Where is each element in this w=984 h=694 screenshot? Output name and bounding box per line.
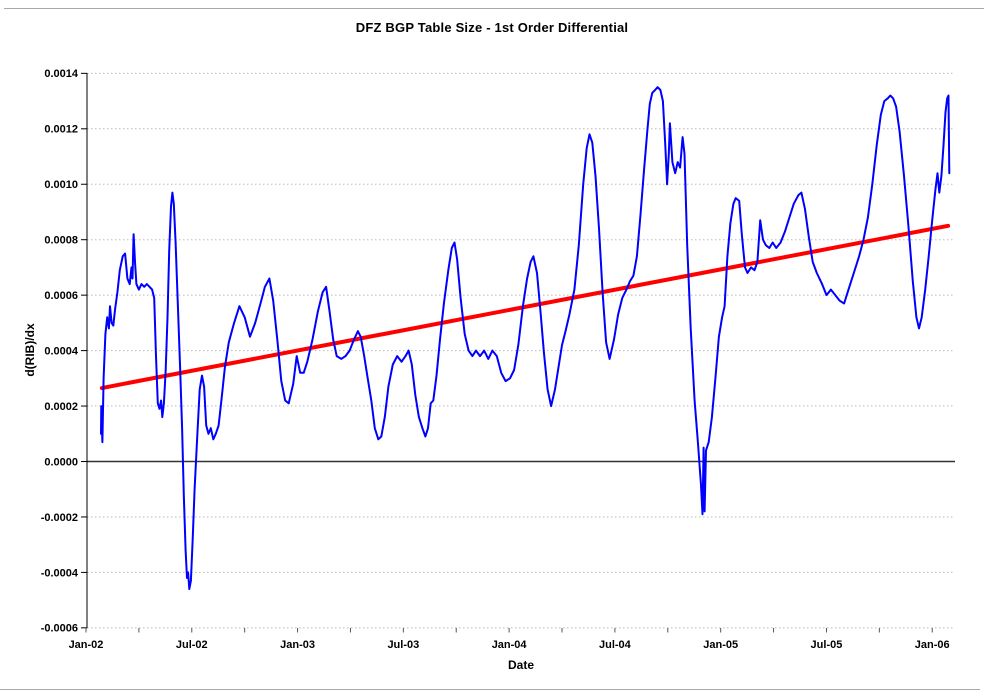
y-tick-label: 0.0006 [44,290,78,302]
x-tick-label: Jan-04 [492,639,528,651]
chart-title: DFZ BGP Table Size - 1st Order Different… [355,20,629,35]
x-tick-label: Jul-04 [599,639,632,651]
x-tick-label: Jul-05 [811,639,843,651]
y-tick-label: 0.0000 [44,456,78,468]
y-tick-label: -0.0006 [41,623,78,635]
y-tick-label: -0.0004 [41,567,79,579]
y-tick-label: 0.0008 [44,235,78,247]
x-tick-label: Jan-03 [280,639,315,651]
y-tick-label: 0.0010 [44,179,78,191]
x-tick-label: Jul-02 [176,639,208,651]
y-tick-label: 0.0012 [44,124,78,136]
trend-line [99,223,951,391]
x-axis-title: Date [507,658,534,672]
window-border-top [4,8,984,9]
x-tick-label: Jan-05 [703,639,738,651]
y-tick-label: -0.0002 [41,512,78,524]
y-tick-label: 0.0004 [44,345,79,357]
y-tick-label: 0.0002 [44,401,78,413]
x-tick-label: Jan-06 [915,639,950,651]
x-tick-label: Jan-02 [69,639,104,651]
series-line [100,86,951,590]
y-tick-label: 0.0014 [44,68,79,80]
x-tick-label: Jul-03 [387,639,419,651]
window-border-bottom [0,689,980,690]
